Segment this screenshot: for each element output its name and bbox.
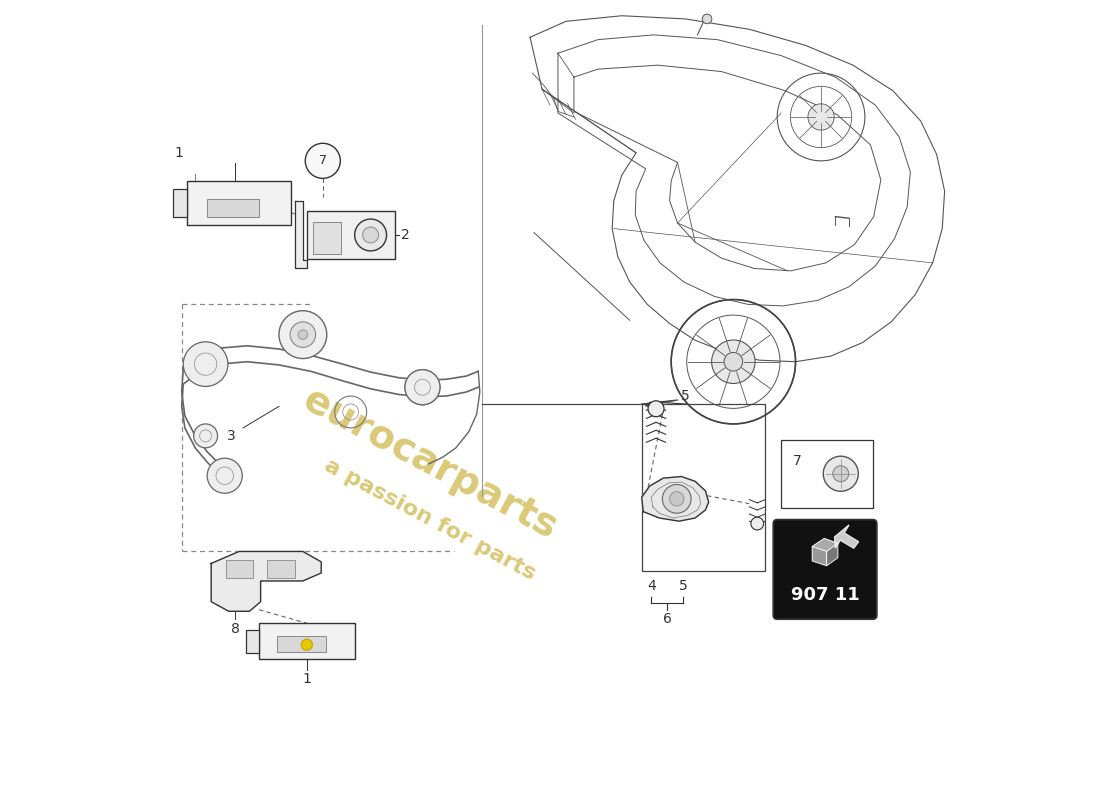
Bar — [258, 623, 354, 659]
Bar — [267, 560, 295, 578]
Circle shape — [833, 466, 849, 482]
Polygon shape — [812, 546, 826, 566]
Bar — [307, 211, 395, 259]
Text: 7: 7 — [319, 154, 327, 167]
Text: 907 11: 907 11 — [791, 586, 859, 604]
Circle shape — [662, 485, 691, 514]
Polygon shape — [835, 525, 858, 548]
Text: 7: 7 — [793, 454, 802, 468]
Circle shape — [363, 227, 378, 243]
Circle shape — [670, 492, 684, 506]
Text: 6: 6 — [663, 612, 672, 626]
Circle shape — [702, 14, 712, 24]
Circle shape — [298, 330, 308, 339]
Text: 1: 1 — [175, 146, 184, 160]
FancyBboxPatch shape — [773, 519, 877, 619]
Circle shape — [290, 322, 316, 347]
Bar — [207, 199, 258, 217]
Bar — [276, 636, 326, 652]
Polygon shape — [211, 551, 321, 611]
Polygon shape — [812, 538, 838, 551]
Text: 4: 4 — [647, 578, 656, 593]
Polygon shape — [641, 477, 708, 521]
Circle shape — [751, 517, 763, 530]
Polygon shape — [826, 543, 838, 566]
Circle shape — [207, 458, 242, 494]
Polygon shape — [295, 201, 307, 269]
Circle shape — [405, 370, 440, 405]
Circle shape — [301, 639, 312, 650]
Bar — [246, 630, 258, 653]
Bar — [187, 181, 290, 225]
Circle shape — [724, 353, 743, 371]
Circle shape — [712, 340, 755, 383]
Circle shape — [648, 401, 664, 417]
Text: 1: 1 — [302, 672, 311, 686]
Text: 2: 2 — [400, 228, 409, 242]
Bar — [314, 222, 341, 254]
Text: 8: 8 — [231, 622, 240, 636]
Circle shape — [306, 143, 340, 178]
Circle shape — [184, 342, 228, 386]
Text: eurocarparts: eurocarparts — [297, 381, 564, 547]
Circle shape — [279, 310, 327, 358]
Circle shape — [405, 370, 440, 405]
Bar — [641, 404, 766, 571]
Circle shape — [823, 456, 858, 491]
Text: 5: 5 — [679, 578, 688, 593]
Circle shape — [354, 219, 386, 251]
Text: 5: 5 — [681, 389, 690, 403]
Text: a passion for parts: a passion for parts — [321, 455, 539, 584]
Bar — [226, 560, 253, 578]
Bar — [173, 189, 187, 217]
Text: 3: 3 — [227, 429, 235, 443]
Bar — [781, 440, 873, 508]
Circle shape — [194, 424, 218, 448]
Circle shape — [807, 104, 834, 130]
